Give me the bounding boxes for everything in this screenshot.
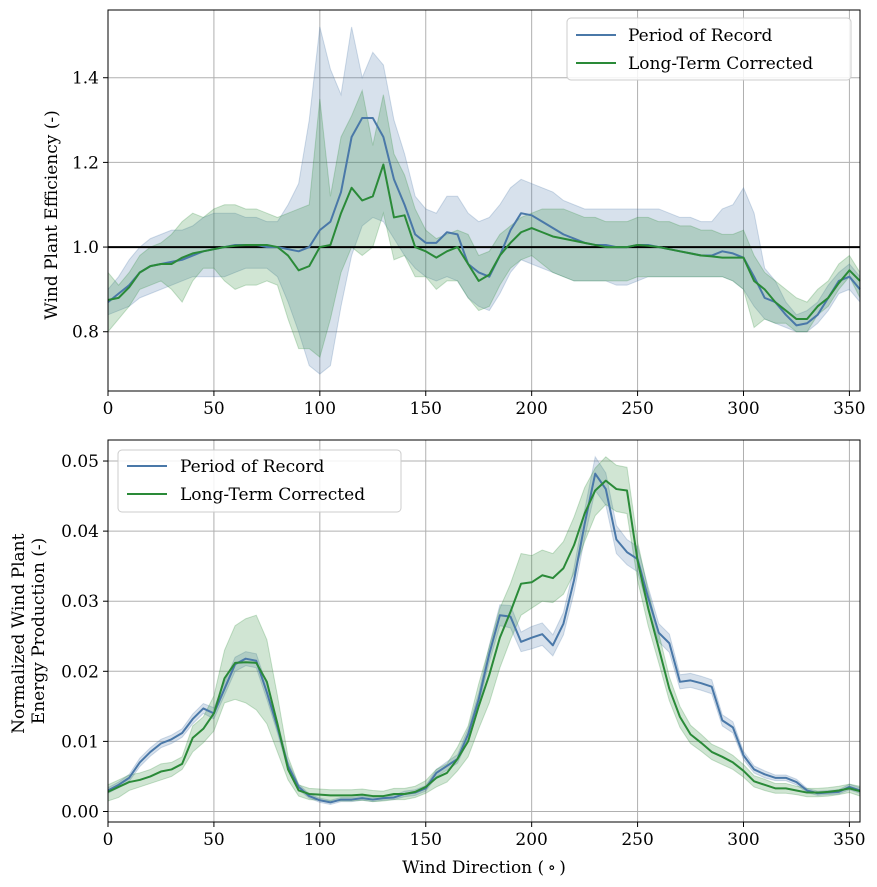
y-tick-label: 1.0 — [72, 238, 99, 258]
energy-grid — [107, 440, 860, 822]
energy-lines — [107, 472, 861, 804]
x-tick-label: 200 — [515, 399, 547, 419]
legend-box — [566, 17, 852, 81]
x-tick-label: 250 — [621, 399, 653, 419]
legend-label-period-of-record: Period of Record — [628, 26, 772, 46]
x-tick-label: 150 — [410, 830, 442, 850]
legend-label-long-term-corrected: Long-Term Corrected — [628, 54, 813, 74]
energy-x-axis-title: Wind Direction ( ∘ ) — [402, 858, 566, 878]
y-tick-label: 0.05 — [61, 452, 99, 472]
efficiency-axes-frame — [107, 9, 861, 392]
y-tick-label: 0.00 — [61, 802, 99, 822]
y-tick-label: 1.4 — [72, 69, 99, 89]
efficiency-panel: 0 50 100 150 200 250 300 350 0.8 1.0 1.2 1.4 Wind … — [42, 9, 866, 419]
series-line-long-term-corrected — [107, 479, 861, 798]
energy-axes-frame — [107, 439, 861, 823]
legend-label-long-term-corrected: Long-Term Corrected — [180, 485, 365, 505]
y-tick-label: 0.02 — [61, 662, 99, 682]
energy-y-ticks: 0.00 0.01 0.02 0.03 0.04 0.05 — [61, 452, 108, 822]
energy-y-axis-title-line-1: Normalized Wind Plant — [9, 533, 29, 733]
x-tick-label: 250 — [621, 830, 653, 850]
efficiency-lines — [107, 116, 861, 327]
y-tick-label: 0.8 — [72, 323, 99, 343]
energy-panel: 0 50 100 150 200 250 300 350 0.000.010.020.030.… — [9, 439, 866, 878]
x-tick-label: 200 — [515, 830, 547, 850]
x-tick-label: 0 — [103, 830, 114, 850]
y-tick-label: 0.04 — [61, 522, 99, 542]
energy-legend: Period of Record Long-Term Corrected — [117, 449, 402, 513]
efficiency-x-ticks: 0 50 100 150 200 250 300 350 — [103, 391, 866, 419]
legend-box — [117, 449, 402, 513]
x-tick-label: 350 — [833, 830, 865, 850]
x-tick-label: 150 — [410, 399, 442, 419]
x-tick-label: 300 — [727, 399, 759, 419]
x-tick-label: 50 — [203, 830, 225, 850]
x-tick-label: 50 — [203, 399, 225, 419]
energy-x-ticks: 0 50 100 150 200 250 300 350 — [103, 822, 866, 850]
efficiency-y-axis-title: Wind Plant Efficiency (-) — [42, 110, 62, 319]
efficiency-y-ticks: 0.8 1.0 1.2 1.4 — [72, 69, 108, 343]
y-tick-label: 0.01 — [61, 732, 99, 752]
y-tick-label: 1.2 — [72, 153, 99, 173]
x-tick-label: 350 — [833, 399, 865, 419]
legend-label-period-of-record: Period of Record — [180, 457, 324, 477]
energy-y-axis-title-line-2: Energy Production (-) — [29, 538, 49, 724]
series-line-period-of-record — [107, 472, 861, 804]
efficiency-legend: Period of Record Long-Term Corrected — [566, 17, 852, 81]
x-tick-label: 100 — [304, 830, 336, 850]
x-tick-label: 300 — [727, 830, 759, 850]
series-line-long-term-corrected — [107, 163, 861, 321]
x-tick-label: 100 — [304, 399, 336, 419]
energy-y-axis-title: Normalized Wind Plant Energy Production … — [9, 528, 49, 734]
y-tick-label: 0.03 — [61, 592, 99, 612]
x-tick-label: 0 — [103, 399, 114, 419]
